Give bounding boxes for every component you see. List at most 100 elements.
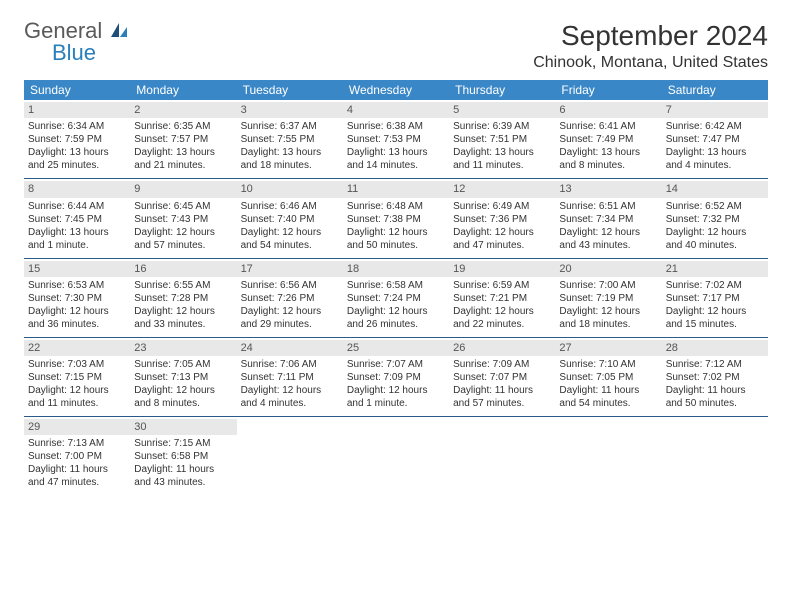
day-header: Monday	[130, 80, 236, 100]
sunset-text: Sunset: 7:17 PM	[666, 292, 764, 305]
day-header-row: Sunday Monday Tuesday Wednesday Thursday…	[24, 80, 768, 100]
day-number: 17	[237, 261, 343, 277]
sunset-text: Sunset: 7:38 PM	[347, 213, 445, 226]
calendar-day-cell: 27Sunrise: 7:10 AMSunset: 7:05 PMDayligh…	[555, 337, 661, 416]
sunrise-text: Sunrise: 6:44 AM	[28, 200, 126, 213]
day-number: 9	[130, 181, 236, 197]
day-number: 20	[555, 261, 661, 277]
day-number: 5	[449, 102, 555, 118]
daylight-text: Daylight: 13 hours and 4 minutes.	[666, 146, 764, 172]
calendar-day-cell	[449, 417, 555, 496]
daylight-text: Daylight: 12 hours and 47 minutes.	[453, 226, 551, 252]
day-number: 7	[662, 102, 768, 118]
daylight-text: Daylight: 13 hours and 11 minutes.	[453, 146, 551, 172]
logo-text-blue: Blue	[52, 42, 130, 64]
daylight-text: Daylight: 12 hours and 8 minutes.	[134, 384, 232, 410]
sunrise-text: Sunrise: 6:56 AM	[241, 279, 339, 292]
daylight-text: Daylight: 11 hours and 43 minutes.	[134, 463, 232, 489]
calendar-day-cell: 15Sunrise: 6:53 AMSunset: 7:30 PMDayligh…	[24, 258, 130, 337]
day-number: 19	[449, 261, 555, 277]
calendar-day-cell	[343, 417, 449, 496]
daylight-text: Daylight: 12 hours and 54 minutes.	[241, 226, 339, 252]
calendar-day-cell: 3Sunrise: 6:37 AMSunset: 7:55 PMDaylight…	[237, 100, 343, 179]
daylight-text: Daylight: 12 hours and 22 minutes.	[453, 305, 551, 331]
daylight-text: Daylight: 13 hours and 8 minutes.	[559, 146, 657, 172]
sunrise-text: Sunrise: 6:51 AM	[559, 200, 657, 213]
sunset-text: Sunset: 7:26 PM	[241, 292, 339, 305]
sunrise-text: Sunrise: 6:46 AM	[241, 200, 339, 213]
day-header: Tuesday	[237, 80, 343, 100]
daylight-text: Daylight: 13 hours and 21 minutes.	[134, 146, 232, 172]
day-number: 26	[449, 340, 555, 356]
day-number: 13	[555, 181, 661, 197]
day-number: 30	[130, 419, 236, 435]
logo-sail-icon	[110, 20, 128, 42]
sunrise-text: Sunrise: 6:42 AM	[666, 120, 764, 133]
calendar-day-cell: 5 Sunrise: 6:39 AMSunset: 7:51 PMDaylight…	[449, 100, 555, 179]
sunrise-text: Sunrise: 7:10 AM	[559, 358, 657, 371]
sunset-text: Sunset: 7:07 PM	[453, 371, 551, 384]
daylight-text: Daylight: 12 hours and 26 minutes.	[347, 305, 445, 331]
day-number: 6	[555, 102, 661, 118]
day-number: 12	[449, 181, 555, 197]
day-number: 8	[24, 181, 130, 197]
day-number: 23	[130, 340, 236, 356]
calendar-week-row: 1Sunrise: 6:34 AMSunset: 7:59 PMDaylight…	[24, 100, 768, 179]
daylight-text: Daylight: 11 hours and 50 minutes.	[666, 384, 764, 410]
calendar-day-cell: 9Sunrise: 6:45 AMSunset: 7:43 PMDaylight…	[130, 179, 236, 258]
sunset-text: Sunset: 7:40 PM	[241, 213, 339, 226]
calendar-day-cell: 17 Sunrise: 6:56 AMSunset: 7:26 PMDayligh…	[237, 258, 343, 337]
sunset-text: Sunset: 7:32 PM	[666, 213, 764, 226]
sunrise-text: Sunrise: 7:00 AM	[559, 279, 657, 292]
sunrise-text: Sunrise: 6:34 AM	[28, 120, 126, 133]
daylight-text: Daylight: 12 hours and 18 minutes.	[559, 305, 657, 331]
calendar-day-cell: 20Sunrise: 7:00 AMSunset: 7:19 PMDayligh…	[555, 258, 661, 337]
sunset-text: Sunset: 6:58 PM	[134, 450, 232, 463]
sunrise-text: Sunrise: 6:41 AM	[559, 120, 657, 133]
sunset-text: Sunset: 7:53 PM	[347, 133, 445, 146]
sunset-text: Sunset: 7:02 PM	[666, 371, 764, 384]
calendar-day-cell	[555, 417, 661, 496]
sunset-text: Sunset: 7:13 PM	[134, 371, 232, 384]
calendar-week-row: 15Sunrise: 6:53 AMSunset: 7:30 PMDayligh…	[24, 258, 768, 337]
sunrise-text: Sunrise: 6:39 AM	[453, 120, 551, 133]
day-number: 15	[24, 261, 130, 277]
sunset-text: Sunset: 7:51 PM	[453, 133, 551, 146]
daylight-text: Daylight: 13 hours and 25 minutes.	[28, 146, 126, 172]
calendar-day-cell: 21Sunrise: 7:02 AMSunset: 7:17 PMDayligh…	[662, 258, 768, 337]
day-number: 16	[130, 261, 236, 277]
day-number: 18	[343, 261, 449, 277]
sunrise-text: Sunrise: 7:03 AM	[28, 358, 126, 371]
daylight-text: Daylight: 12 hours and 33 minutes.	[134, 305, 232, 331]
sunset-text: Sunset: 7:11 PM	[241, 371, 339, 384]
day-header: Wednesday	[343, 80, 449, 100]
day-number: 28	[662, 340, 768, 356]
sunrise-text: Sunrise: 7:12 AM	[666, 358, 764, 371]
day-number: 27	[555, 340, 661, 356]
daylight-text: Daylight: 11 hours and 57 minutes.	[453, 384, 551, 410]
daylight-text: Daylight: 12 hours and 57 minutes.	[134, 226, 232, 252]
sunset-text: Sunset: 7:59 PM	[28, 133, 126, 146]
calendar-week-row: 8Sunrise: 6:44 AMSunset: 7:45 PMDaylight…	[24, 179, 768, 258]
calendar-day-cell: 6Sunrise: 6:41 AMSunset: 7:49 PMDaylight…	[555, 100, 661, 179]
calendar-day-cell: 26Sunrise: 7:09 AMSunset: 7:07 PMDayligh…	[449, 337, 555, 416]
calendar-day-cell: 13Sunrise: 6:51 AMSunset: 7:34 PMDayligh…	[555, 179, 661, 258]
day-number: 1	[24, 102, 130, 118]
sunset-text: Sunset: 7:55 PM	[241, 133, 339, 146]
sunrise-text: Sunrise: 6:49 AM	[453, 200, 551, 213]
calendar-week-row: 22Sunrise: 7:03 AMSunset: 7:15 PMDayligh…	[24, 337, 768, 416]
day-header: Saturday	[662, 80, 768, 100]
sunrise-text: Sunrise: 6:59 AM	[453, 279, 551, 292]
sunset-text: Sunset: 7:09 PM	[347, 371, 445, 384]
sunrise-text: Sunrise: 7:15 AM	[134, 437, 232, 450]
calendar-day-cell: 11Sunrise: 6:48 AMSunset: 7:38 PMDayligh…	[343, 179, 449, 258]
day-header: Friday	[555, 80, 661, 100]
sunset-text: Sunset: 7:36 PM	[453, 213, 551, 226]
day-header: Sunday	[24, 80, 130, 100]
sunrise-text: Sunrise: 6:45 AM	[134, 200, 232, 213]
calendar-day-cell: 28 Sunrise: 7:12 AMSunset: 7:02 PMDayligh…	[662, 337, 768, 416]
calendar-day-cell: 8Sunrise: 6:44 AMSunset: 7:45 PMDaylight…	[24, 179, 130, 258]
daylight-text: Daylight: 12 hours and 29 minutes.	[241, 305, 339, 331]
daylight-text: Daylight: 12 hours and 15 minutes.	[666, 305, 764, 331]
sunset-text: Sunset: 7:34 PM	[559, 213, 657, 226]
